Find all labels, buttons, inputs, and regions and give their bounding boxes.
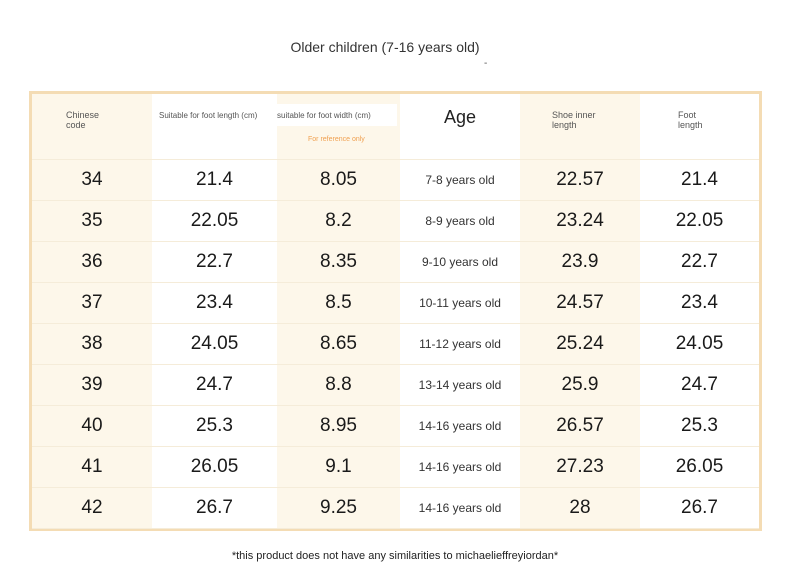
- cell-age: 14-16 years old: [400, 488, 520, 529]
- cell-foot-width-cm: 8.05: [277, 160, 400, 201]
- cell-foot-length: 23.4: [640, 283, 759, 324]
- cell-age: 8-9 years old: [400, 201, 520, 242]
- cell-foot-width-cm: 8.8: [277, 365, 400, 406]
- header-foot-length-label: Foot length: [678, 110, 703, 130]
- cell-age: 10-11 years old: [400, 283, 520, 324]
- cell-shoe-inner-length: 26.57: [520, 406, 640, 447]
- size-chart-table: Chinese code Suitable for foot length (c…: [29, 91, 762, 531]
- cell-foot-length-cm: 25.3: [152, 406, 277, 447]
- header-chinese-code: Chinese code: [32, 94, 152, 160]
- cell-foot-width-cm: 8.2: [277, 201, 400, 242]
- cell-shoe-inner-length: 25.9: [520, 365, 640, 406]
- cell-chinese-code: 39: [32, 365, 152, 406]
- cell-foot-length: 22.05: [640, 201, 759, 242]
- disclaimer-footer: *this product does not have any similari…: [231, 550, 559, 562]
- cell-age: 9-10 years old: [400, 242, 520, 283]
- cell-chinese-code: 38: [32, 324, 152, 365]
- cell-foot-width-cm: 8.5: [277, 283, 400, 324]
- cell-foot-length-cm: 24.05: [152, 324, 277, 365]
- cell-shoe-inner-length: 28: [520, 488, 640, 529]
- cell-foot-length: 22.7: [640, 242, 759, 283]
- header-shoe-inner-length-label: Shoe inner length: [552, 110, 596, 130]
- header-reference-note: For reference only: [308, 136, 365, 143]
- size-chart-grid: Chinese code Suitable for foot length (c…: [32, 94, 759, 529]
- header-foot-width-cm: suitable for foot width (cm) For referen…: [277, 94, 400, 160]
- cell-foot-length-cm: 26.05: [152, 447, 277, 488]
- cell-foot-width-cm: 9.1: [277, 447, 400, 488]
- cell-shoe-inner-length: 23.24: [520, 201, 640, 242]
- cell-foot-width-cm: 9.25: [277, 488, 400, 529]
- cell-foot-width-cm: 8.35: [277, 242, 400, 283]
- cell-shoe-inner-length: 23.9: [520, 242, 640, 283]
- cell-foot-length: 24.7: [640, 365, 759, 406]
- cell-foot-length-cm: 23.4: [152, 283, 277, 324]
- cell-chinese-code: 35: [32, 201, 152, 242]
- cell-foot-width-cm: 8.95: [277, 406, 400, 447]
- cell-foot-width-cm: 8.65: [277, 324, 400, 365]
- cell-chinese-code: 36: [32, 242, 152, 283]
- cell-chinese-code: 37: [32, 283, 152, 324]
- cell-foot-length: 26.7: [640, 488, 759, 529]
- cell-foot-length-cm: 21.4: [152, 160, 277, 201]
- cell-shoe-inner-length: 25.24: [520, 324, 640, 365]
- cell-age: 14-16 years old: [400, 406, 520, 447]
- cell-age: 11-12 years old: [400, 324, 520, 365]
- header-foot-length-cm-label: Suitable for foot length (cm): [156, 104, 277, 126]
- page-title: Older children (7-16 years old): [290, 39, 480, 55]
- cell-foot-length: 25.3: [640, 406, 759, 447]
- cell-foot-length-cm: 24.7: [152, 365, 277, 406]
- header-age: Age: [400, 94, 520, 160]
- header-foot-width-cm-label: suitable for foot width (cm): [277, 104, 397, 126]
- cell-shoe-inner-length: 22.57: [520, 160, 640, 201]
- cell-age: 7-8 years old: [400, 160, 520, 201]
- header-foot-length: Foot length: [640, 94, 759, 160]
- header-shoe-inner-length: Shoe inner length: [520, 94, 640, 160]
- cell-chinese-code: 42: [32, 488, 152, 529]
- cell-shoe-inner-length: 27.23: [520, 447, 640, 488]
- cell-chinese-code: 34: [32, 160, 152, 201]
- cell-foot-length-cm: 22.7: [152, 242, 277, 283]
- cell-foot-length-cm: 22.05: [152, 201, 277, 242]
- cell-foot-length: 24.05: [640, 324, 759, 365]
- cell-age: 13-14 years old: [400, 365, 520, 406]
- cell-foot-length-cm: 26.7: [152, 488, 277, 529]
- cell-age: 14-16 years old: [400, 447, 520, 488]
- cell-shoe-inner-length: 24.57: [520, 283, 640, 324]
- cell-chinese-code: 41: [32, 447, 152, 488]
- cell-chinese-code: 40: [32, 406, 152, 447]
- title-mark: -: [484, 58, 488, 69]
- header-foot-length-cm: Suitable for foot length (cm): [152, 94, 277, 160]
- header-chinese-code-label: Chinese code: [66, 110, 100, 130]
- cell-foot-length: 21.4: [640, 160, 759, 201]
- cell-foot-length: 26.05: [640, 447, 759, 488]
